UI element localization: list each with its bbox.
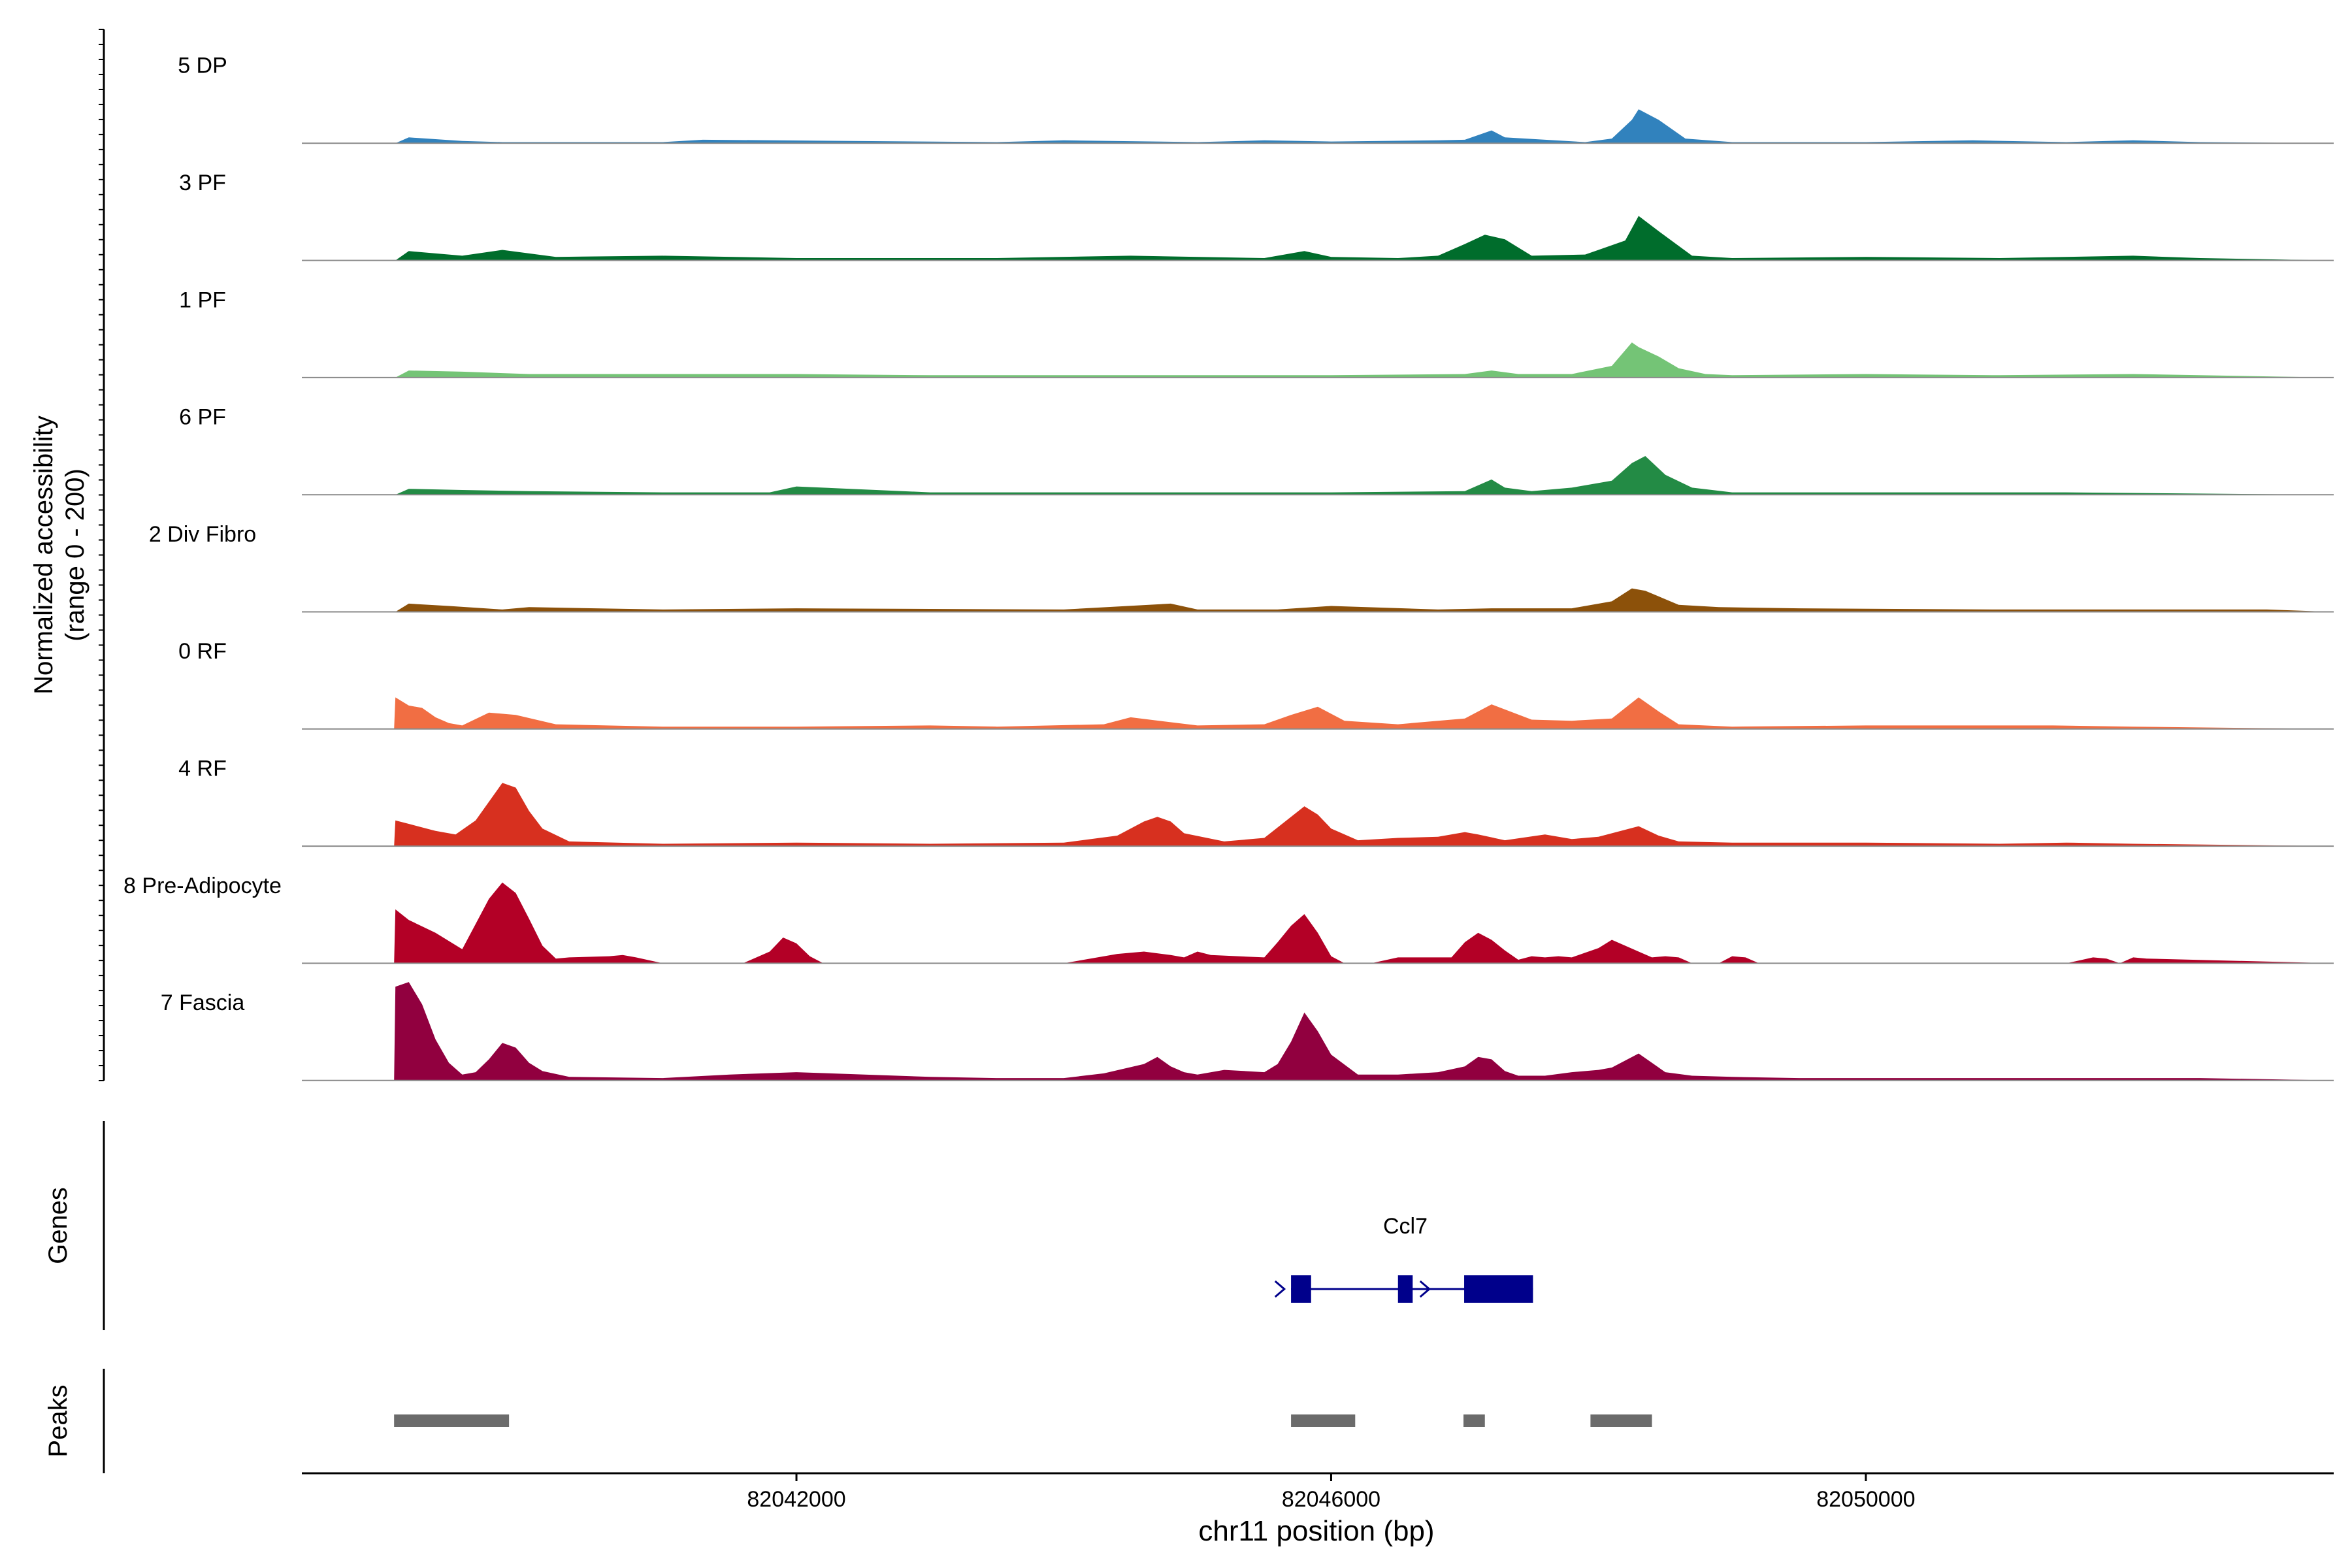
x-tick-label: 82042000: [747, 1487, 845, 1512]
track-6-pf: 6 PF: [179, 405, 2334, 496]
coverage-area: [302, 342, 2334, 378]
gene-exon: [1464, 1275, 1533, 1303]
track-label: 8 Pre-Adipocyte: [123, 874, 282, 898]
track-7-fascia: 7 Fascia: [161, 982, 2334, 1081]
track-8-pre-adipocyte: 8 Pre-Adipocyte: [123, 874, 2334, 964]
track-label: 4 RF: [178, 757, 227, 781]
peaks-axis-label: Peaks: [44, 1384, 73, 1457]
track-label: 2 Div Fibro: [149, 522, 256, 547]
track-4-rf: 4 RF: [178, 757, 2334, 847]
coverage-area: [302, 456, 2334, 495]
peak-region: [394, 1414, 510, 1427]
coverage-area: [302, 882, 2334, 964]
coverage-area: [302, 216, 2334, 261]
coverage-tracks: 5 DP 3 PF 1 PF 6 PF 2 Div Fibro 0 RF 4 RF 8 Pre…: [123, 54, 2334, 1081]
track-label: 7 Fascia: [161, 990, 245, 1015]
coverage-area: [302, 588, 2334, 612]
x-tick-label: 82046000: [1282, 1487, 1380, 1512]
peak-region: [1463, 1414, 1485, 1427]
gene-exon: [1397, 1275, 1413, 1303]
track-label: 0 RF: [178, 639, 227, 664]
strand-arrow: [1274, 1280, 1286, 1298]
x-tick-label: 82050000: [1816, 1487, 1915, 1512]
y-axis-label: Normalized accessibility: [29, 416, 58, 694]
peak-region: [1291, 1414, 1356, 1427]
x-axis-label: chr11 position (bp): [1198, 1515, 1434, 1547]
track-2-div-fibro: 2 Div Fibro: [149, 522, 2334, 613]
track-0-rf: 0 RF: [178, 639, 2334, 730]
coverage-area: [302, 697, 2334, 729]
genes-axis-label: Genes: [44, 1187, 73, 1264]
gene-exon: [1291, 1275, 1311, 1303]
coverage-area: [302, 982, 2334, 1081]
coverage-area: [302, 109, 2334, 144]
track-label: 5 DP: [178, 54, 227, 78]
gene-name-label: Ccl7: [1383, 1214, 1428, 1239]
x-axis: 82042000 82046000 82050000: [747, 1473, 1916, 1512]
y-axis-range-label: (range 0 - 200): [61, 468, 90, 642]
strand-arrow: [1419, 1280, 1431, 1298]
coverage-area: [302, 783, 2334, 847]
tracks-y-axis: [99, 29, 105, 1081]
track-3-pf: 3 PF: [179, 171, 2334, 261]
peak-track: [394, 1414, 1652, 1427]
track-label: 1 PF: [179, 287, 226, 312]
track-1-pf: 1 PF: [179, 287, 2334, 378]
gene-track: Ccl7: [1274, 1214, 1533, 1303]
track-label: 6 PF: [179, 405, 226, 430]
track-5-dp: 5 DP: [178, 54, 2334, 144]
peak-region: [1590, 1414, 1652, 1427]
track-label: 3 PF: [179, 171, 226, 195]
